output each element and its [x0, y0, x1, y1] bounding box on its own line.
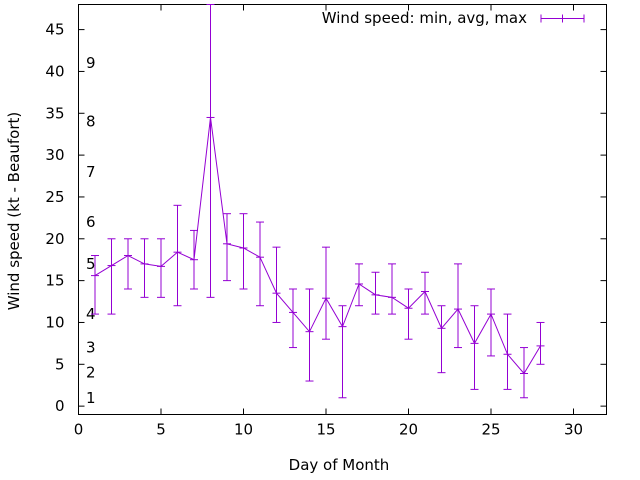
plot-frame [78, 4, 607, 415]
beaufort-label: 9 [86, 54, 96, 72]
beaufort-label: 7 [86, 163, 96, 181]
avg-series-line [94, 117, 541, 375]
beaufort-label: 5 [86, 255, 96, 273]
x-tick-label: 15 [316, 421, 335, 439]
x-tick-label: 20 [399, 421, 418, 439]
x-tick-label: 25 [481, 421, 500, 439]
y-tick-label: 35 [45, 104, 64, 122]
legend: Wind speed: min, avg, max [322, 9, 585, 27]
y-tick-label: 15 [45, 272, 64, 290]
y-tick-label: 10 [45, 313, 64, 331]
x-tick-label: 10 [234, 421, 253, 439]
beaufort-label: 6 [86, 213, 96, 231]
y-tick-label: 30 [45, 146, 64, 164]
legend-label: Wind speed: min, avg, max [322, 9, 527, 27]
beaufort-scale-labels: 1 2 3 4 5 6 7 8 9 [86, 54, 96, 407]
x-tick-label: 5 [156, 421, 166, 439]
x-axis-ticks: 0 5 10 15 20 25 30 [74, 4, 583, 439]
x-tick-label: 30 [564, 421, 583, 439]
error-bars [91, 4, 545, 399]
y-tick-label: 45 [45, 21, 64, 39]
beaufort-label: 8 [86, 113, 96, 131]
beaufort-label: 4 [86, 305, 96, 323]
y-tick-label: 25 [45, 188, 64, 206]
x-axis-title: Day of Month [289, 456, 390, 474]
x-tick-label: 0 [74, 421, 84, 439]
y-tick-label: 40 [45, 62, 64, 80]
y-tick-label: 5 [55, 355, 65, 373]
beaufort-label: 1 [86, 389, 96, 407]
y-tick-label: 0 [55, 397, 65, 415]
legend-sample [540, 14, 585, 23]
y-tick-label: 20 [45, 230, 64, 248]
beaufort-label: 2 [86, 364, 96, 382]
y-axis-title: Wind speed (kt - Beaufort) [5, 112, 23, 311]
beaufort-label: 3 [86, 339, 96, 357]
